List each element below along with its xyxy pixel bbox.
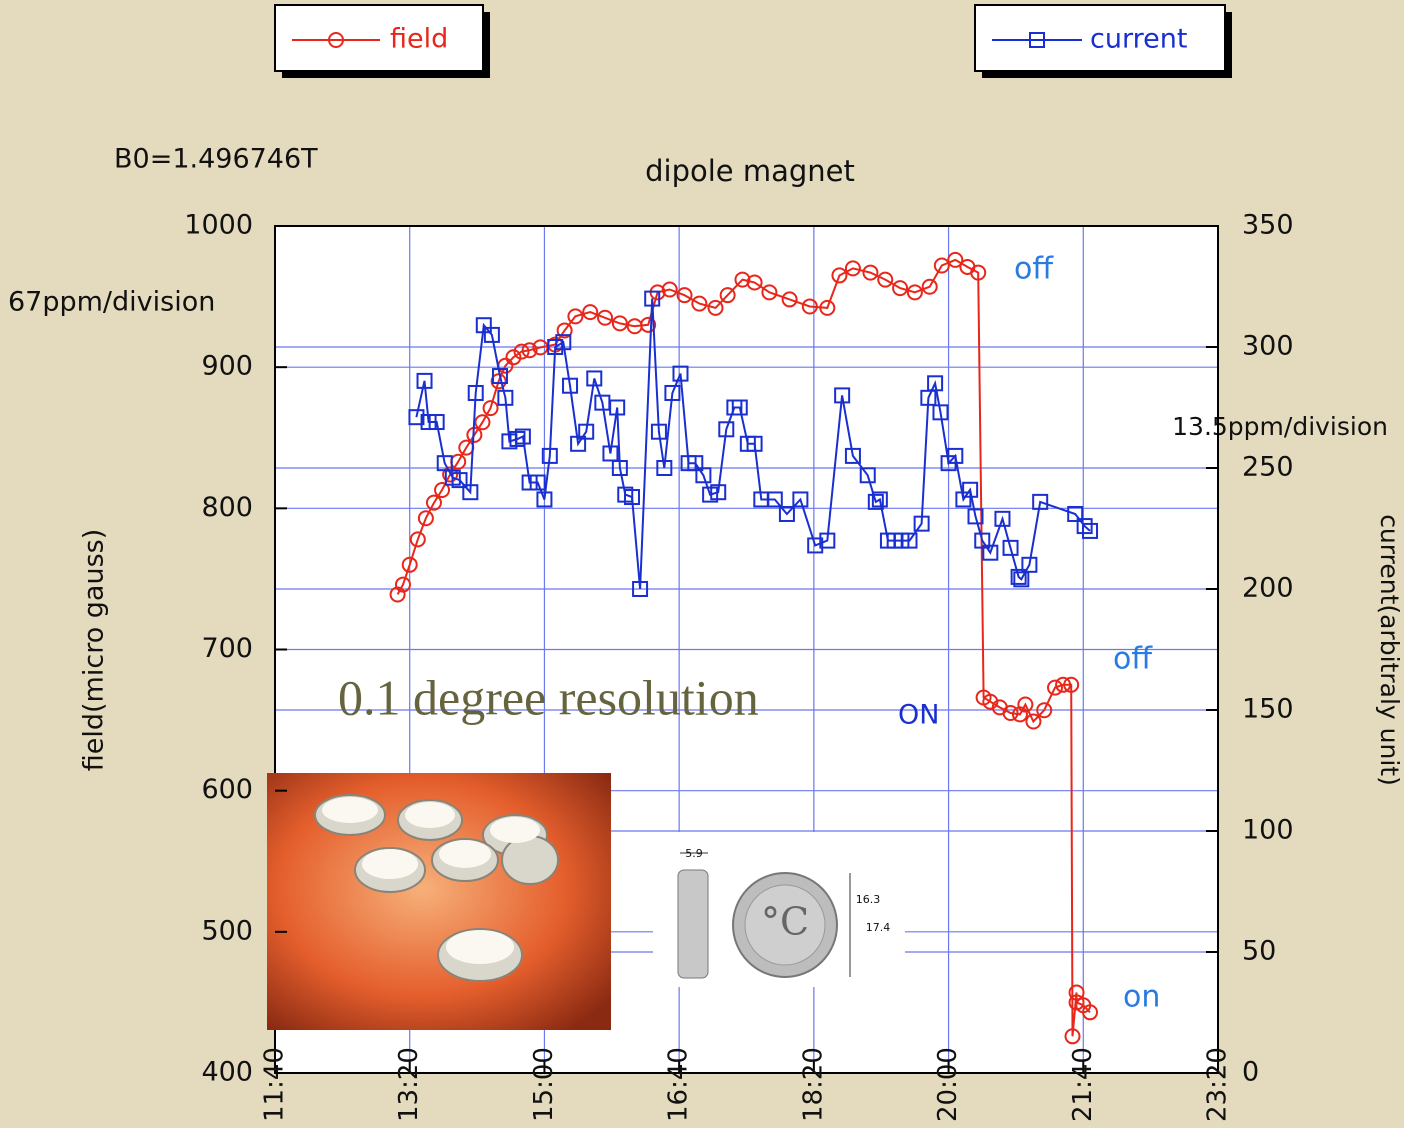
- annotation: off: [1014, 252, 1054, 287]
- chart: field current B0=1.496746T dipole magnet…: [0, 0, 1404, 1124]
- legend-label: field: [390, 24, 448, 55]
- page: field current B0=1.496746T dipole magnet…: [0, 0, 1404, 1124]
- y-tick-label: 1000: [184, 210, 253, 241]
- x-tick-label: 23:20: [1203, 1047, 1233, 1122]
- x-tick-label: 15:00: [529, 1047, 559, 1122]
- y-tick-label: 900: [201, 351, 253, 382]
- y2-tick-label: 200: [1242, 573, 1294, 604]
- y-tick-label: 500: [201, 915, 253, 946]
- x-tick-label: 16:40: [664, 1047, 694, 1122]
- inset-label: °C: [761, 900, 809, 944]
- annotation: ON: [898, 700, 939, 731]
- x-tick-label: 11:40: [260, 1047, 290, 1122]
- y2-tick-label: 250: [1242, 452, 1294, 483]
- x-tick-label: 21:40: [1068, 1047, 1098, 1122]
- annotation: on: [1123, 980, 1160, 1015]
- annotation: off: [1113, 642, 1153, 677]
- y-tick-label: 800: [201, 492, 253, 523]
- inset-label: 16.3: [856, 893, 881, 906]
- legend-box: [275, 5, 483, 71]
- legend-label: current: [1090, 24, 1187, 55]
- y2-tick-label: 150: [1242, 694, 1294, 725]
- scale-note: 67ppm/division: [8, 287, 215, 318]
- x-tick-label: 18:20: [798, 1047, 828, 1122]
- subtitle: B0=1.496746T: [114, 144, 318, 175]
- y-tick-label: 700: [201, 633, 253, 664]
- photo: [267, 773, 611, 1030]
- sensor-diagram: 5.9 16.3 17.4 °C: [653, 832, 905, 987]
- inset-label: 5.9: [685, 847, 703, 860]
- y-tick-label: 400: [201, 1057, 253, 1088]
- y2-tick-label: 100: [1242, 815, 1294, 846]
- y2-tick-label: 300: [1242, 331, 1294, 362]
- y2-tick-label: 50: [1242, 936, 1276, 967]
- y2-tick-label: 350: [1242, 210, 1294, 241]
- y-tick-label: 600: [201, 774, 253, 805]
- y-axis-label: field(micro gauss): [79, 529, 110, 772]
- annotation: 0.1 degree resolution: [338, 669, 759, 725]
- inset-label: 17.4: [866, 921, 891, 934]
- scale-note: 13.5ppm/division: [1172, 412, 1388, 441]
- y2-axis-label: current(arbitraly unit): [1375, 514, 1404, 786]
- x-tick-label: 20:00: [933, 1047, 963, 1122]
- x-tick-label: 13:20: [394, 1047, 424, 1122]
- chart-title: dipole magnet: [645, 154, 855, 188]
- y2-tick-label: 0: [1242, 1057, 1259, 1088]
